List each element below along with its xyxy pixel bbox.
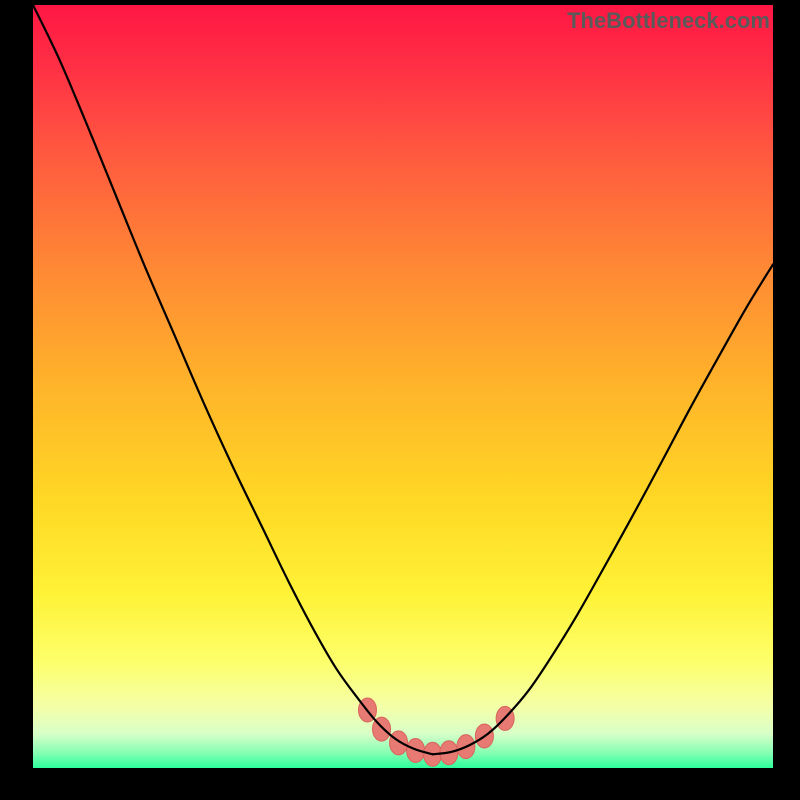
curve-layer bbox=[33, 5, 773, 768]
curve-left bbox=[33, 5, 433, 754]
tolerance-marker bbox=[390, 731, 408, 755]
plot-area: TheBottleneck.com bbox=[33, 5, 773, 768]
curve-right bbox=[433, 264, 773, 754]
chart-stage: TheBottleneck.com bbox=[0, 0, 800, 800]
